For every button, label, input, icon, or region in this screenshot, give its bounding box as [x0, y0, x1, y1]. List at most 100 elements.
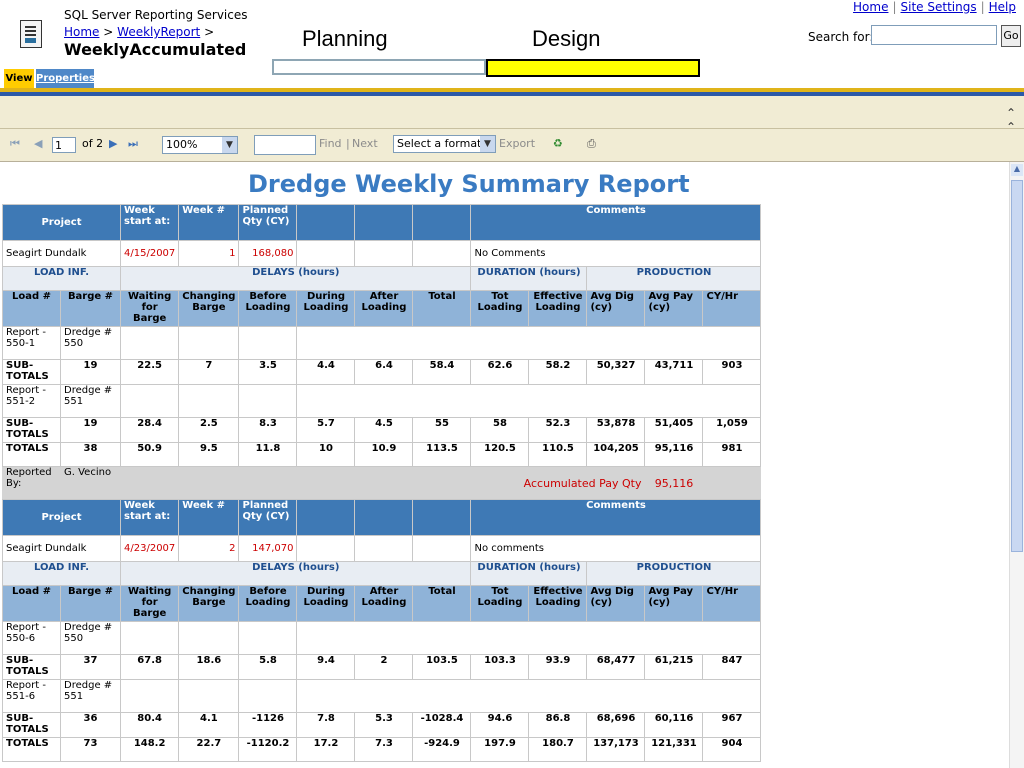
- col-effective: Effective Loading: [528, 290, 588, 327]
- planning-phase-bar: [272, 59, 486, 75]
- subtotal-cell: 28.4: [119, 417, 180, 443]
- site-settings-link[interactable]: Site Settings: [900, 0, 977, 14]
- help-link[interactable]: Help: [988, 0, 1016, 14]
- tab-view[interactable]: View: [4, 69, 34, 88]
- col-during: During Loading: [296, 585, 356, 622]
- empty-cell: [238, 621, 298, 655]
- last-page-icon[interactable]: ⏭: [128, 137, 138, 150]
- week-start-value: 4/15/2007: [119, 240, 180, 267]
- col-before: Before Loading: [238, 290, 298, 327]
- export-link[interactable]: Export: [499, 137, 536, 150]
- subtotal-cell: 903: [702, 359, 762, 385]
- print-icon[interactable]: ⎙: [587, 137, 596, 150]
- comments-value: No Comments: [470, 240, 762, 267]
- breadcrumb-separator: >: [103, 25, 114, 39]
- empty-cell: [412, 240, 472, 267]
- subtotal-cell: 51,405: [644, 417, 704, 443]
- header-blank: [296, 499, 356, 536]
- total-cell: 38: [60, 442, 121, 467]
- chevron-down-icon: ▼: [480, 136, 495, 152]
- top-links: Home | Site Settings | Help: [853, 0, 1016, 14]
- phase-label-design: Design: [532, 26, 601, 51]
- accumulated-pay-value: 95,116: [644, 466, 704, 500]
- zoom-select[interactable]: 100% ▼: [162, 136, 238, 154]
- col-comments: Comments: [470, 499, 762, 536]
- subtotal-cell: 103.5: [412, 654, 472, 680]
- empty-cell: [178, 384, 240, 418]
- reported-by-label: Reported By:: [2, 466, 61, 500]
- breadcrumb-home[interactable]: Home: [64, 25, 100, 39]
- first-page-icon[interactable]: ⏮: [10, 137, 20, 150]
- col-week-no: Week #: [178, 499, 240, 536]
- subtotal-cell: 53,878: [586, 417, 646, 443]
- find-input[interactable]: [254, 135, 316, 155]
- barge-id: Dredge # 551: [60, 679, 121, 713]
- subtotal-label: SUB-TOTALS: [2, 712, 61, 738]
- subtotal-cell: 58: [470, 417, 530, 443]
- search-input[interactable]: [871, 25, 997, 45]
- page-number-input[interactable]: 1: [52, 137, 76, 153]
- empty-cell: [296, 384, 762, 418]
- empty-cell: [296, 535, 356, 562]
- total-cell: 981: [702, 442, 762, 467]
- subtotal-cell: 61,215: [644, 654, 704, 680]
- header-blank: [354, 204, 414, 241]
- section-load-inf: LOAD INF.: [2, 561, 121, 586]
- col-avg-dig: Avg Dig (cy): [586, 290, 646, 327]
- next-page-icon[interactable]: ▶: [109, 137, 118, 150]
- export-format-select[interactable]: Select a format ▼: [393, 135, 496, 153]
- zoom-value: 100%: [166, 138, 198, 151]
- load-id: Report - 550-6: [2, 621, 61, 655]
- subtotal-cell: 7: [178, 359, 240, 385]
- col-before: Before Loading: [238, 585, 298, 622]
- report-title: Dredge Weekly Summary Report: [248, 170, 690, 198]
- total-cell: 95,116: [644, 442, 704, 467]
- prev-page-icon[interactable]: ◀: [34, 137, 43, 150]
- chevron-down-icon: ▼: [222, 137, 237, 153]
- subtotal-cell: 847: [702, 654, 762, 680]
- col-changing: Changing Barge: [178, 290, 240, 327]
- col-cy-hr: CY/Hr: [702, 290, 762, 327]
- go-button[interactable]: Go: [1001, 25, 1021, 47]
- vertical-scrollbar[interactable]: ▲: [1009, 162, 1024, 768]
- scroll-up-icon[interactable]: ▲: [1011, 164, 1023, 176]
- header-blank: [296, 204, 356, 241]
- breadcrumb-weeklyreport[interactable]: WeeklyReport: [117, 25, 201, 39]
- subtotal-cell: 43,711: [644, 359, 704, 385]
- subtotal-label: SUB-TOTALS: [2, 654, 61, 680]
- reported-by-value: G. Vecino: [60, 466, 121, 500]
- subtotal-cell: 68,696: [586, 712, 646, 738]
- report-toolbar: ⏮ ◀ 1 of 2 ▶ ⏭ 100% ▼ Find | Next Select…: [0, 129, 1024, 162]
- subtotal-cell: 4.1: [178, 712, 240, 738]
- col-avg-dig: Avg Dig (cy): [586, 585, 646, 622]
- chevron-double-up-icon[interactable]: ⌃ ⌃: [1005, 106, 1016, 134]
- header-divider: [0, 88, 1024, 92]
- subtotal-cell: 50,327: [586, 359, 646, 385]
- report-name: WeeklyAccumulated: [64, 40, 247, 59]
- accumulated-pay-label: Accumulated Pay Qty: [470, 466, 646, 500]
- total-cell: -1120.2: [238, 737, 298, 762]
- comments-value: No comments: [470, 535, 762, 562]
- barge-id: Dredge # 551: [60, 384, 121, 418]
- next-link[interactable]: Next: [352, 137, 378, 150]
- subtotal-cell: 55: [412, 417, 472, 443]
- find-link[interactable]: Find: [319, 137, 342, 150]
- tab-properties[interactable]: Properties: [36, 69, 95, 88]
- total-cell: 73: [60, 737, 121, 762]
- refresh-icon[interactable]: ♻: [553, 137, 563, 150]
- col-waiting: Waiting for Barge: [119, 585, 180, 622]
- total-cell: 120.5: [470, 442, 530, 467]
- total-cell: 180.7: [528, 737, 588, 762]
- subtotal-cell: 1,059: [702, 417, 762, 443]
- empty-cell: [119, 621, 180, 655]
- home-link[interactable]: Home: [853, 0, 889, 14]
- total-cell: 110.5: [528, 442, 588, 467]
- scroll-thumb[interactable]: [1011, 180, 1023, 552]
- totals-label: TOTALS: [2, 737, 61, 762]
- report-app-icon: [20, 20, 42, 48]
- week-number-value: 1: [178, 240, 240, 267]
- col-barge-no: Barge #: [60, 585, 121, 622]
- col-cy-hr: CY/Hr: [702, 585, 762, 622]
- empty-cell: [238, 679, 298, 713]
- page-count: of 2: [82, 137, 104, 150]
